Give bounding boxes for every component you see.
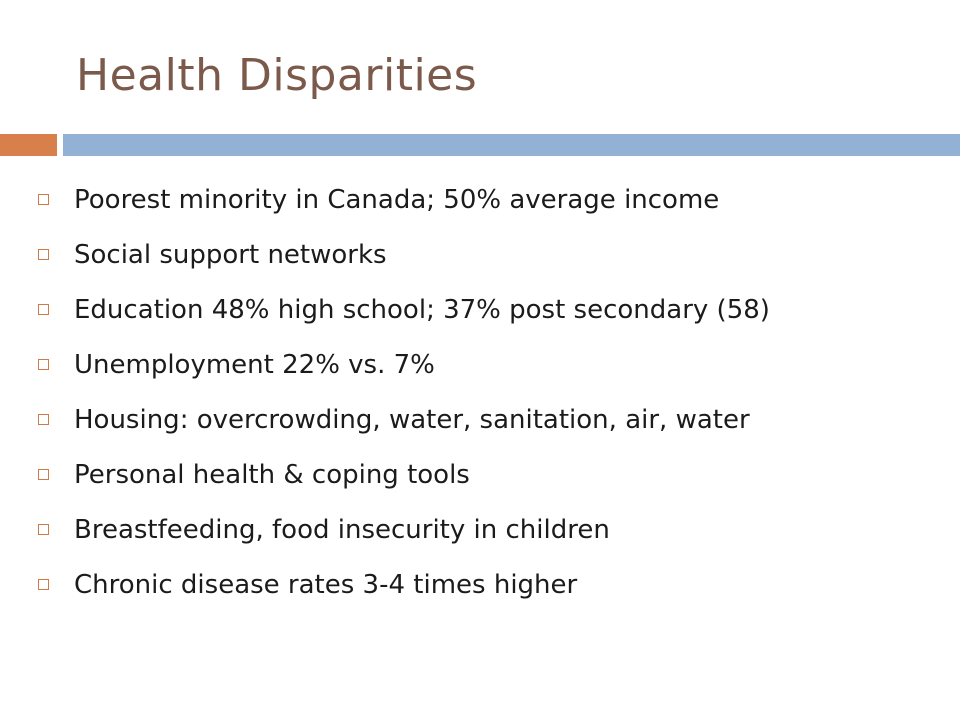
list-item: Unemployment 22% vs. 7% xyxy=(38,337,938,392)
accent-bar-orange xyxy=(0,134,57,156)
list-item: Chronic disease rates 3-4 times higher xyxy=(38,557,938,612)
bullet-text: Housing: overcrowding, water, sanitation… xyxy=(74,404,750,435)
list-item: Housing: overcrowding, water, sanitation… xyxy=(38,392,938,447)
list-item: Poorest minority in Canada; 50% average … xyxy=(38,172,938,227)
square-bullet-icon xyxy=(38,304,49,315)
list-item: Breastfeeding, food insecurity in childr… xyxy=(38,502,938,557)
list-item: Education 48% high school; 37% post seco… xyxy=(38,282,938,337)
bullet-text: Chronic disease rates 3-4 times higher xyxy=(74,569,578,600)
bullet-text: Personal health & coping tools xyxy=(74,459,470,490)
square-bullet-icon xyxy=(38,579,49,590)
bullet-list: Poorest minority in Canada; 50% average … xyxy=(38,172,938,612)
square-bullet-icon xyxy=(38,194,49,205)
bullet-text: Unemployment 22% vs. 7% xyxy=(74,349,435,380)
square-bullet-icon xyxy=(38,524,49,535)
square-bullet-icon xyxy=(38,414,49,425)
slide-title: Health Disparities xyxy=(76,50,478,101)
square-bullet-icon xyxy=(38,469,49,480)
square-bullet-icon xyxy=(38,249,49,260)
list-item: Social support networks xyxy=(38,227,938,282)
bullet-text: Education 48% high school; 37% post seco… xyxy=(74,294,770,325)
bullet-text: Poorest minority in Canada; 50% average … xyxy=(74,184,720,215)
list-item: Personal health & coping tools xyxy=(38,447,938,502)
square-bullet-icon xyxy=(38,359,49,370)
accent-bar-blue xyxy=(63,134,960,156)
bullet-text: Breastfeeding, food insecurity in childr… xyxy=(74,514,610,545)
bullet-text: Social support networks xyxy=(74,239,387,270)
